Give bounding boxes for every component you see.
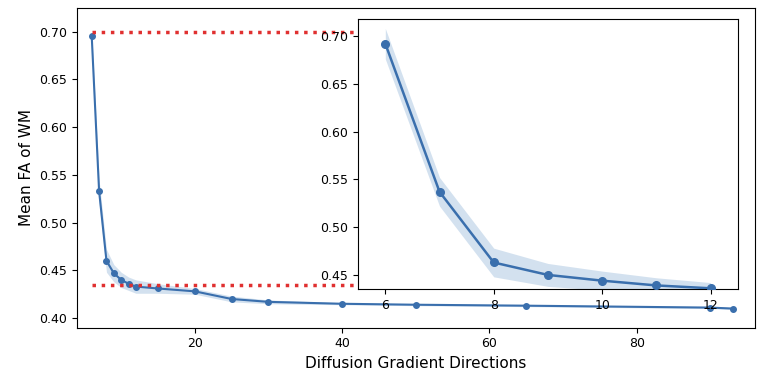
Y-axis label: Mean FA of WM: Mean FA of WM [18, 109, 34, 226]
X-axis label: Diffusion Gradient Directions: Diffusion Gradient Directions [305, 356, 527, 371]
